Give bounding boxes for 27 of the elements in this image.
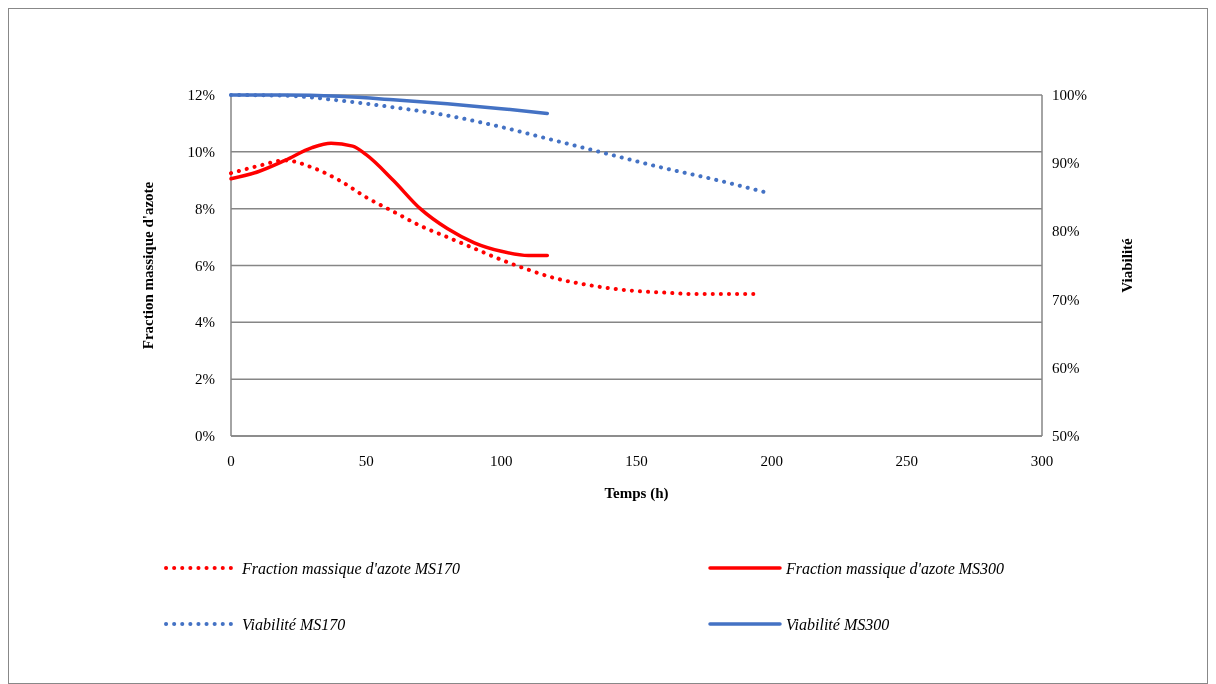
y-tick-label: 4% [195,314,215,331]
y-tick-label: 6% [195,257,215,274]
x-tick-label: 150 [625,453,648,469]
x-tick-label: 100 [490,453,513,469]
y2-tick-label: 70% [1052,291,1080,308]
legend-label: Fraction massique d'azote MS300 [785,560,1005,578]
x-tick-label: 50 [358,453,374,469]
legend-label: Viabilité MS300 [786,616,890,633]
y-tick-label: 12% [187,87,215,103]
y2-axis-title: Viabilité [1119,237,1135,293]
y-tick-label: 8% [195,200,215,217]
x-tick-label: 200 [760,453,783,469]
x-tick-label: 0 [227,453,235,469]
y2-tick-label: 60% [1052,359,1080,376]
y-tick-label: 2% [195,371,215,388]
y2-tick-label: 50% [1052,428,1080,444]
legend-label: Fraction massique d'azote MS170 [241,560,461,578]
x-axis-title: Temps (h) [604,485,669,502]
x-tick-label: 250 [895,453,919,469]
y2-tick-label: 80% [1052,223,1080,240]
y-tick-label: 10% [187,143,215,160]
y-tick-label: 0% [195,428,215,444]
legend-label: Viabilité MS170 [242,616,346,633]
y2-tick-label: 100% [1052,87,1087,103]
y2-tick-label: 90% [1052,155,1080,172]
x-tick-label: 300 [1030,453,1054,469]
y-axis-title: Fraction massique d'azote [140,181,156,350]
